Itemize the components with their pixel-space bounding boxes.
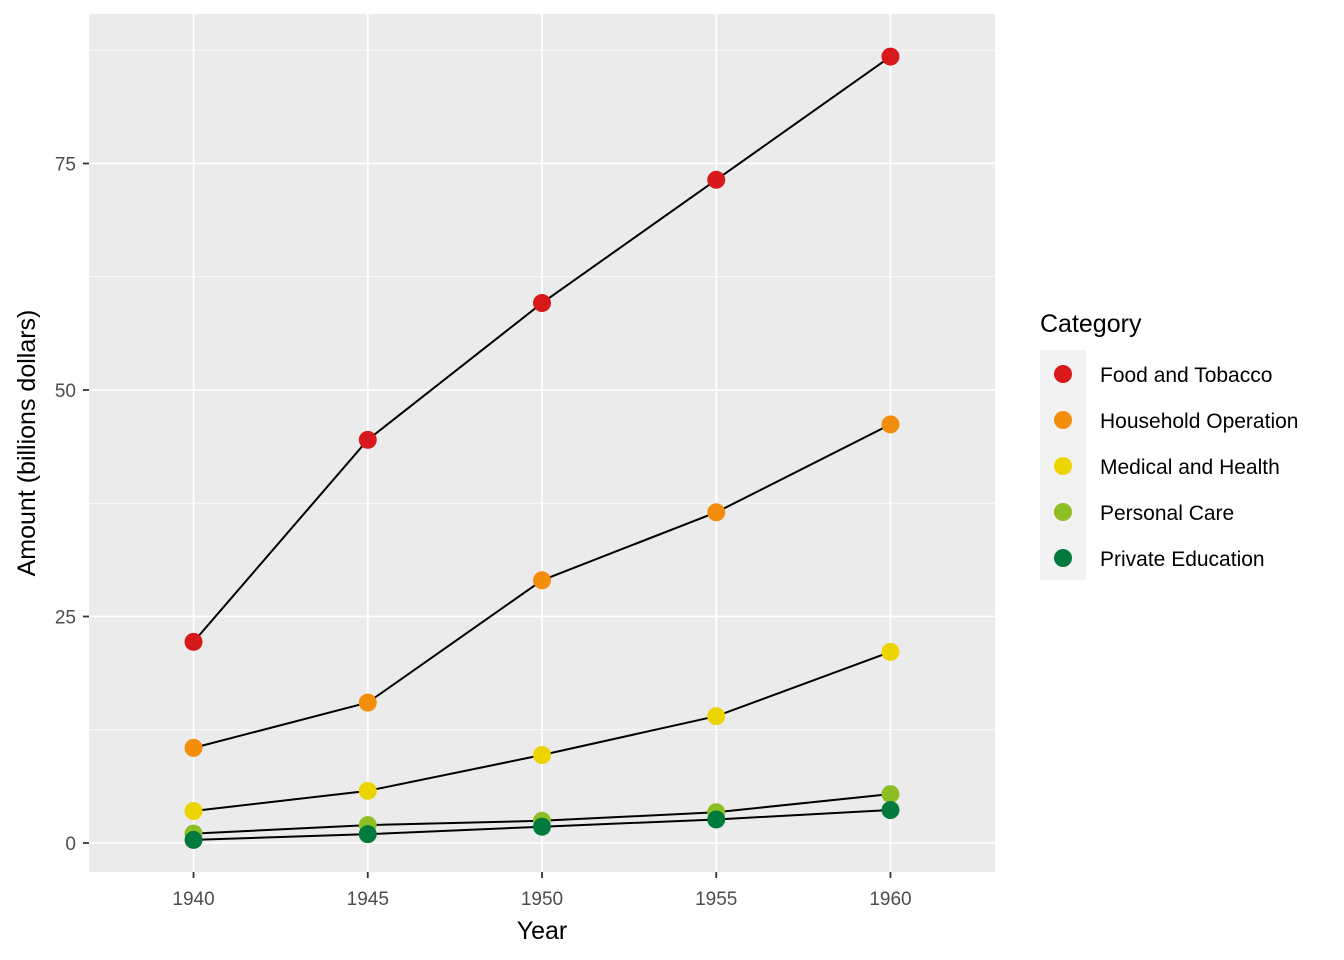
legend-key-private-education	[1054, 549, 1072, 567]
legend-items: Food and Tobacco Household Operation Medic…	[1054, 364, 1298, 571]
x-tick-label: 1955	[695, 889, 737, 910]
y-axis: 0 25 50 75	[55, 154, 89, 855]
data-point-medical-and-health	[184, 802, 203, 821]
x-tick-label: 1960	[869, 889, 911, 910]
data-point-household-operation	[533, 571, 551, 590]
x-tick-label: 1945	[347, 889, 389, 910]
y-tick-label: 50	[55, 381, 76, 402]
data-point-food-and-tobacco	[881, 47, 900, 66]
data-point-household-operation	[184, 738, 203, 757]
legend-key-food-and-tobacco	[1054, 365, 1072, 383]
legend-key-household-operation	[1054, 411, 1072, 429]
y-tick-label: 0	[65, 834, 76, 855]
data-point-private-education	[533, 817, 551, 836]
y-tick-label: 75	[55, 154, 76, 175]
data-point-personal-care	[881, 785, 900, 804]
x-tick-label: 1940	[172, 889, 214, 910]
data-point-household-operation	[358, 693, 377, 712]
legend-label-household-operation: Household Operation	[1100, 410, 1298, 433]
data-point-food-and-tobacco	[358, 430, 377, 449]
data-point-private-education	[707, 810, 726, 829]
data-point-private-education	[184, 830, 203, 849]
legend-label-medical-and-health: Medical and Health	[1100, 456, 1280, 479]
data-point-household-operation	[707, 503, 726, 522]
data-point-private-education	[358, 825, 377, 844]
legend-label-personal-care: Personal Care	[1100, 502, 1234, 525]
legend-title: Category	[1040, 310, 1142, 338]
data-point-medical-and-health	[707, 707, 726, 726]
x-axis: 1940 1945 1950 1955 1960	[172, 872, 912, 910]
data-point-food-and-tobacco	[533, 294, 551, 313]
data-point-food-and-tobacco	[707, 170, 726, 189]
y-tick-label: 25	[55, 608, 76, 629]
data-point-private-education	[881, 801, 900, 820]
data-point-food-and-tobacco	[184, 632, 203, 651]
data-point-household-operation	[881, 415, 900, 434]
legend-label-food-and-tobacco: Food and Tobacco	[1100, 364, 1272, 387]
data-point-medical-and-health	[358, 781, 377, 800]
legend: Category Food and Tobacco Household Opera…	[1040, 310, 1298, 580]
x-tick-label: 1950	[521, 889, 563, 910]
x-axis-title: Year	[517, 917, 568, 945]
data-point-medical-and-health	[533, 746, 551, 765]
data-point-medical-and-health	[881, 642, 900, 661]
series-points	[184, 47, 900, 849]
legend-key-personal-care	[1054, 503, 1072, 521]
y-axis-title: Amount (billions dollars)	[13, 310, 41, 577]
legend-key-medical-and-health	[1054, 457, 1072, 475]
legend-label-private-education: Private Education	[1100, 548, 1265, 571]
